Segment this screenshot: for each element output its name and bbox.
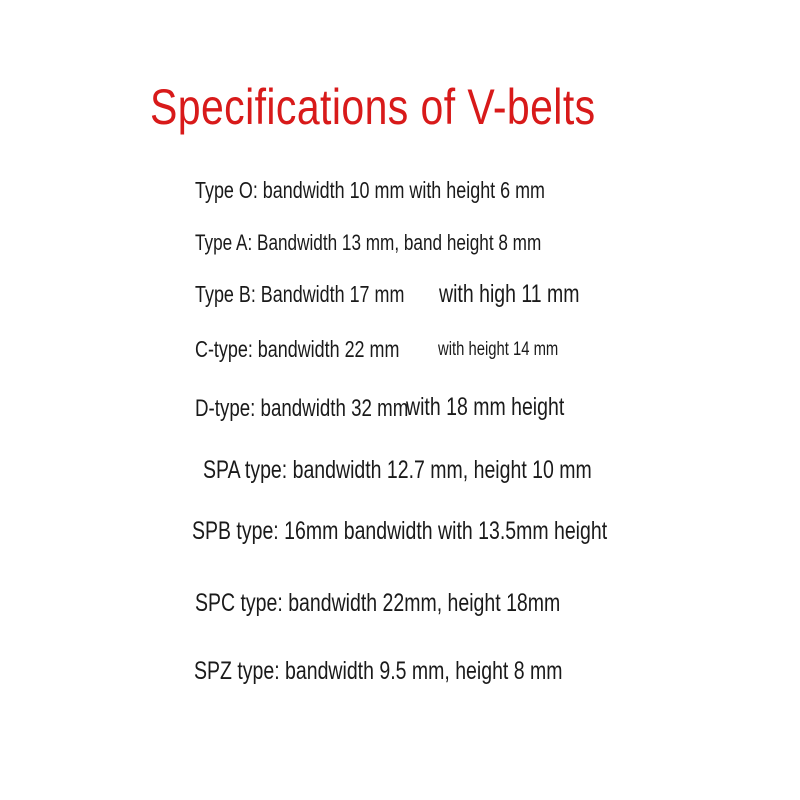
page-title: Specifications of V-belts — [150, 79, 596, 135]
spec-type-d-width: D-type: bandwidth 32 mm — [195, 395, 409, 422]
spec-type-a: Type A: Bandwidth 13 mm, band height 8 m… — [195, 230, 542, 255]
spec-type-b-height: with high 11 mm — [439, 280, 580, 308]
spec-type-spa: SPA type: bandwidth 12.7 mm, height 10 m… — [203, 456, 592, 484]
spec-type-c-width: C-type: bandwidth 22 mm — [195, 336, 400, 362]
spec-type-c-height: with height 14 mm — [438, 339, 559, 360]
spec-type-spc: SPC type: bandwidth 22mm, height 18mm — [195, 589, 561, 617]
spec-type-o: Type O: bandwidth 10 mm with height 6 mm — [195, 177, 545, 203]
spec-type-d-height: with 18 mm height — [406, 393, 565, 421]
spec-type-spb: SPB type: 16mm bandwidth with 13.5mm hei… — [192, 517, 608, 545]
spec-type-b-width: Type B: Bandwidth 17 mm — [195, 281, 405, 307]
spec-type-spz: SPZ type: bandwidth 9.5 mm, height 8 mm — [194, 657, 563, 685]
